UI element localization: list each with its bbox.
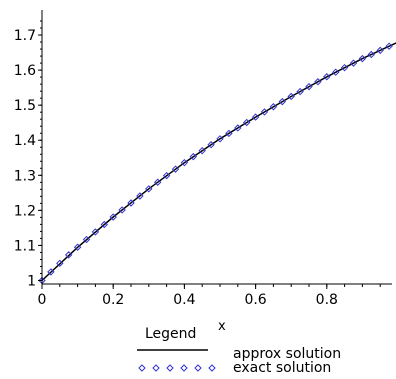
exact-point [91,228,100,236]
y-tick-label: 1.1 [14,238,36,254]
exact-point [198,146,206,155]
y-tick-label: 1.4 [14,133,36,149]
exact-point [242,118,251,127]
exact-point [358,54,367,63]
y-tick-label: 1.3 [14,168,36,184]
exact-point [162,171,171,180]
plot-area [38,42,396,285]
y-tick-label: 1.6 [14,63,36,79]
exact-point [251,113,260,121]
x-tick-label: 0.4 [173,292,195,308]
legend-diamond [138,364,146,372]
x-tick-label: 0.6 [244,292,266,308]
exact-point [260,108,269,116]
legend-diamond [152,364,160,372]
legend-entry-exact: exact solution [233,360,331,376]
exact-point [145,185,153,193]
legend-title: Legend [145,326,196,342]
legend-entry-approx: approx solution [233,346,341,362]
x-tick-label: 0.2 [102,292,124,308]
exact-point [118,206,126,214]
exact-point [305,82,313,91]
exact-point [127,199,135,207]
exact-point [225,129,233,138]
exact-point [171,165,180,173]
exact-point [234,124,242,132]
legend-diamond [166,364,174,372]
exact-point [109,213,117,221]
legend-diamond [180,364,188,372]
exact-point [278,97,287,106]
legend-diamond [208,364,216,372]
exact-point [64,251,73,259]
exact-point [153,178,162,186]
y-tick-label: 1 [27,273,36,289]
exact-point [340,63,349,72]
exact-point [82,235,91,244]
exact-point [331,68,340,76]
exact-point [216,135,224,143]
exact-point [56,259,64,268]
x-axis-label: x [218,319,226,334]
x-tick-label: 0.8 [316,292,338,308]
y-tick-label: 1.5 [14,98,36,114]
legend-diamond [194,364,202,372]
exact-point [180,158,189,167]
y-tick-label: 1.7 [14,28,36,44]
exact-point [296,87,304,96]
exact-point [376,46,384,55]
exact-point [189,152,198,161]
series-approx-line [41,42,396,282]
exact-point [136,192,144,200]
exact-point [100,220,109,229]
exact-point [287,92,295,101]
exact-point [323,73,331,81]
axes: 0 0.2 0.4 0.6 0.8 1 1.1 1.2 1.3 1.4 1.5 1.6 1.7 [14,10,392,308]
exact-point [385,42,393,50]
exact-point [349,59,358,67]
exact-point [207,141,215,149]
exact-point [269,103,278,111]
x-tick-label: 0 [38,292,47,308]
exact-point [73,243,82,251]
exact-point [367,50,376,59]
legend: Legend approx solution exact solution [137,326,341,376]
exact-point [314,78,322,86]
legend-exact-swatch [138,364,216,372]
exact-point [47,268,55,276]
y-tick-label: 1.2 [14,203,36,219]
